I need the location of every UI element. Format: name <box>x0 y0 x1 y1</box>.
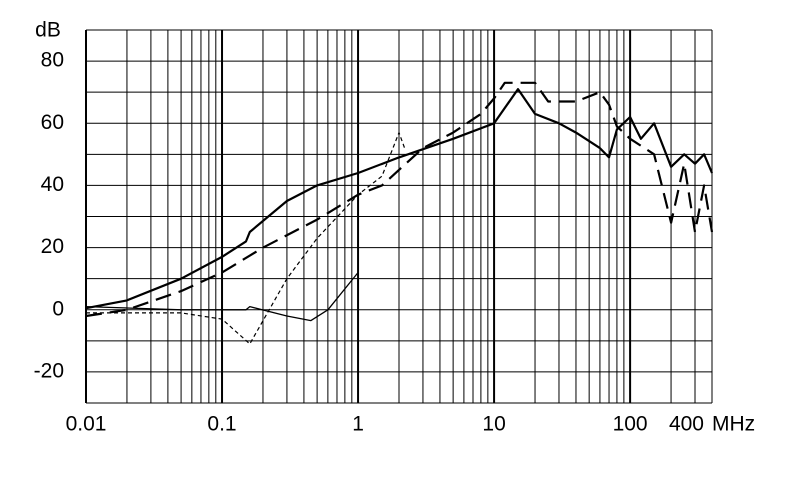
y-tick-label: -20 <box>34 359 64 382</box>
y-tick-label: 20 <box>41 235 64 258</box>
y-tick-label: 40 <box>41 173 64 196</box>
x-tick-label: 1 <box>352 413 364 436</box>
x-tick-label: 100 <box>613 413 648 436</box>
y-tick-label: 0 <box>52 297 64 320</box>
y-tick-label: 60 <box>41 111 64 134</box>
y-tick-label: 80 <box>41 49 64 72</box>
series-line <box>86 132 406 345</box>
x-tick-label: 400 <box>669 413 704 436</box>
x-tick-label: 10 <box>482 413 505 436</box>
series-line <box>85 272 359 322</box>
x-axis-label: MHz <box>712 413 755 436</box>
x-tick-label: 0.1 <box>207 413 236 436</box>
y-axis-label: dB <box>35 19 61 42</box>
x-tick-label: 0.01 <box>66 413 107 436</box>
series-line <box>85 87 714 310</box>
series-line <box>85 81 714 318</box>
